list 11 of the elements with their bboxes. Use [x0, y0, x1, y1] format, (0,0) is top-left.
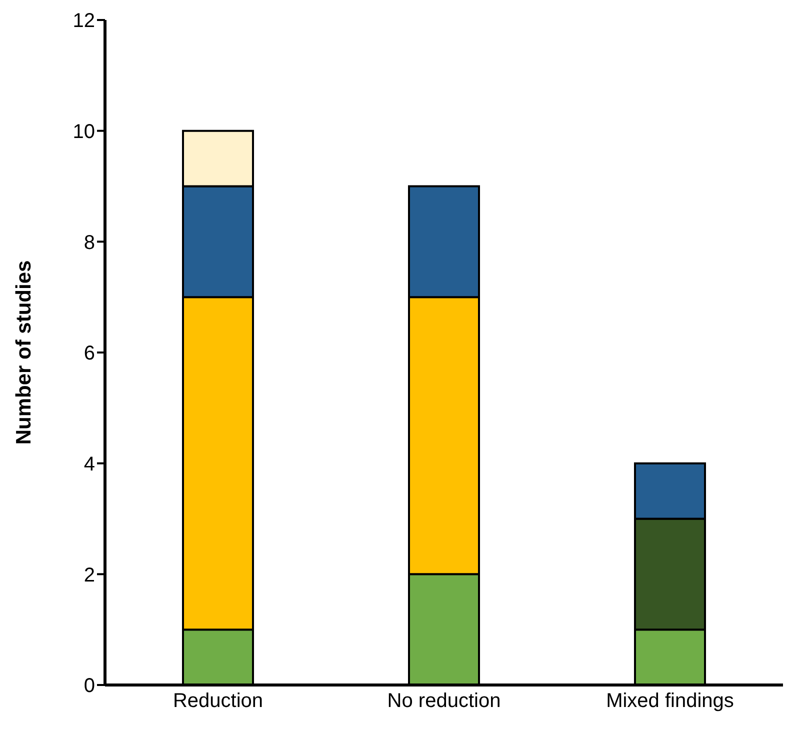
y-tick-label: 12 [72, 10, 95, 32]
y-axis-title: Number of studies [12, 260, 36, 445]
x-tick-label: No reduction [387, 690, 501, 712]
x-tick-label: Reduction [172, 690, 264, 712]
y-tick-label: 0 [84, 675, 95, 698]
y-tick-label: 10 [72, 120, 95, 143]
y-tick-label: 2 [84, 564, 95, 586]
y-tick-label: 6 [84, 342, 95, 365]
y-tick-label: 8 [84, 232, 95, 254]
y-tick-label: 4 [84, 453, 95, 476]
x-tick-label: Mixed findings [606, 690, 734, 712]
